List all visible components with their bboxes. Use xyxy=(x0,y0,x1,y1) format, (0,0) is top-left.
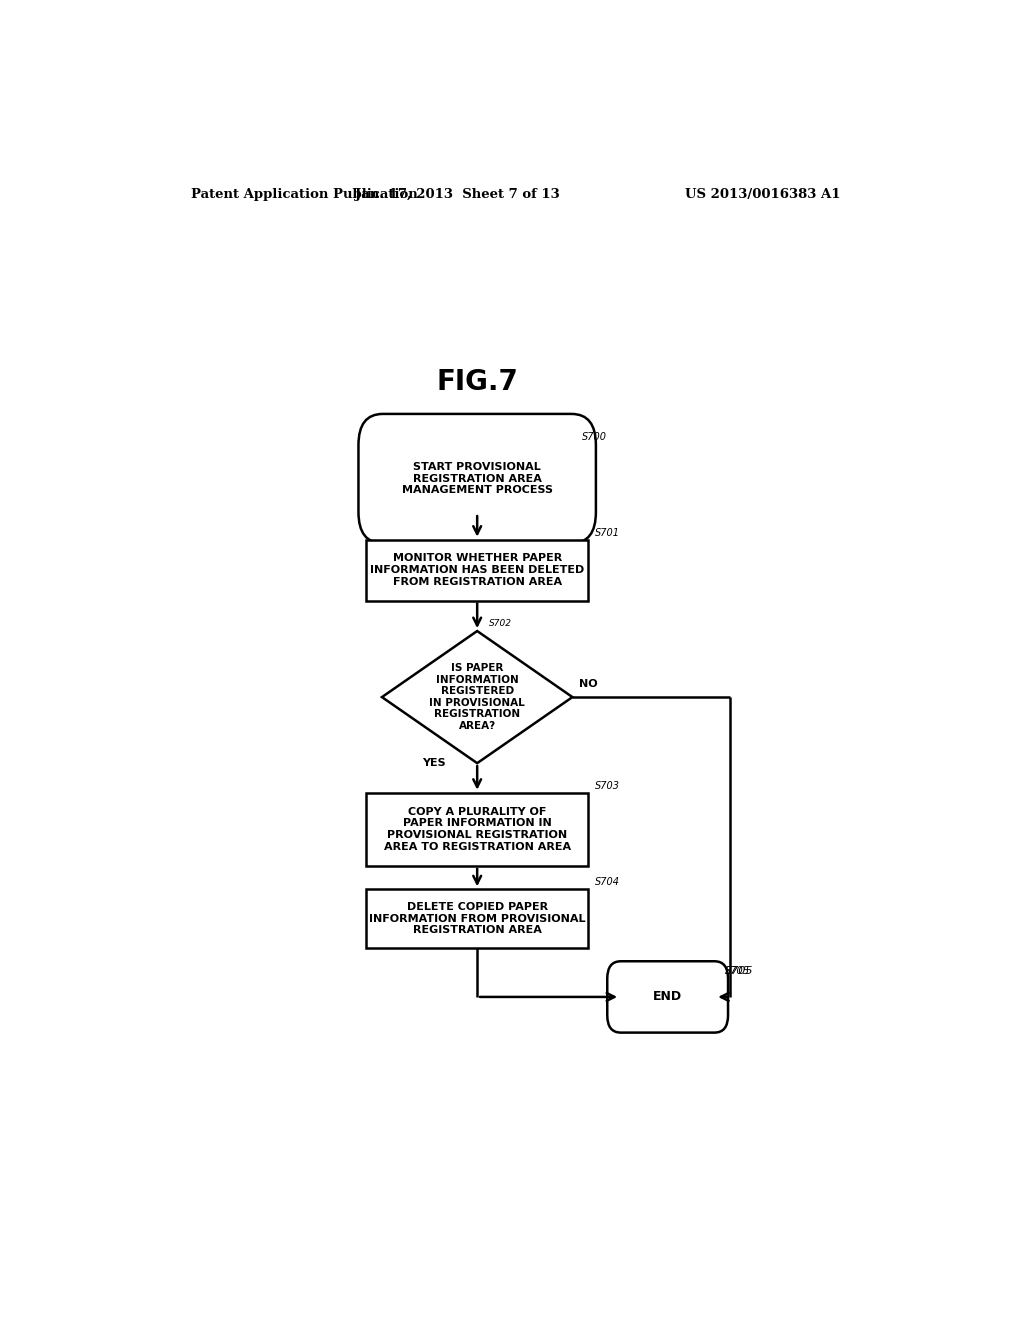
Text: YES: YES xyxy=(422,758,445,768)
Text: COPY A PLURALITY OF
PAPER INFORMATION IN
PROVISIONAL REGISTRATION
AREA TO REGIST: COPY A PLURALITY OF PAPER INFORMATION IN… xyxy=(384,807,570,851)
Text: IS PAPER
INFORMATION
REGISTERED
IN PROVISIONAL
REGISTRATION
AREA?: IS PAPER INFORMATION REGISTERED IN PROVI… xyxy=(429,663,525,731)
Text: START PROVISIONAL
REGISTRATION AREA
MANAGEMENT PROCESS: START PROVISIONAL REGISTRATION AREA MANA… xyxy=(401,462,553,495)
FancyBboxPatch shape xyxy=(607,961,728,1032)
Text: S704: S704 xyxy=(595,878,620,887)
Text: END: END xyxy=(653,990,682,1003)
Text: S701: S701 xyxy=(595,528,620,537)
Bar xyxy=(367,792,588,866)
Bar xyxy=(367,890,588,948)
Text: S702: S702 xyxy=(489,619,512,628)
Text: S705: S705 xyxy=(725,966,754,975)
FancyBboxPatch shape xyxy=(358,414,596,544)
Text: S705: S705 xyxy=(725,966,750,975)
Bar xyxy=(367,540,588,601)
Text: DELETE COPIED PAPER
INFORMATION FROM PROVISIONAL
REGISTRATION AREA: DELETE COPIED PAPER INFORMATION FROM PRO… xyxy=(369,902,586,936)
Text: FIG.7: FIG.7 xyxy=(436,368,518,396)
Text: Jan. 17, 2013  Sheet 7 of 13: Jan. 17, 2013 Sheet 7 of 13 xyxy=(355,189,560,202)
Text: S703: S703 xyxy=(595,780,620,791)
Text: US 2013/0016383 A1: US 2013/0016383 A1 xyxy=(685,189,841,202)
Polygon shape xyxy=(382,631,572,763)
Text: NO: NO xyxy=(579,678,597,689)
Text: Patent Application Publication: Patent Application Publication xyxy=(191,189,418,202)
Text: MONITOR WHETHER PAPER
INFORMATION HAS BEEN DELETED
FROM REGISTRATION AREA: MONITOR WHETHER PAPER INFORMATION HAS BE… xyxy=(370,553,585,586)
Text: S700: S700 xyxy=(582,432,607,442)
